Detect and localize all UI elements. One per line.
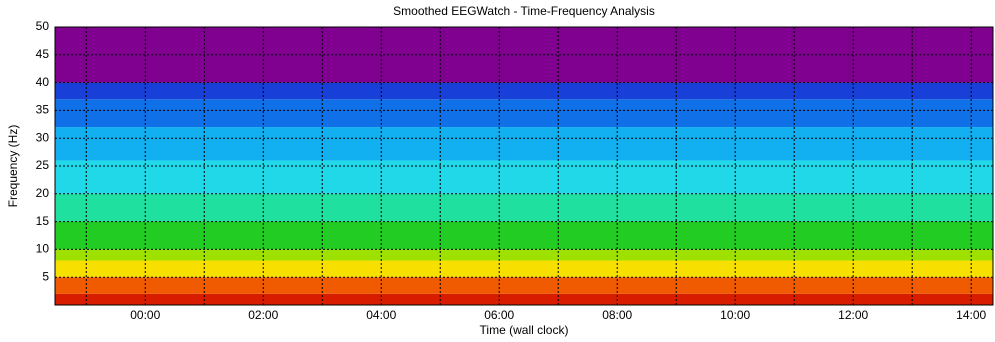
x-tick-label: 00:00 bbox=[130, 308, 160, 322]
frequency-band bbox=[55, 99, 993, 128]
frequency-band bbox=[55, 193, 993, 222]
y-axis-label: Frequency (Hz) bbox=[6, 125, 20, 208]
x-tick-label: 02:00 bbox=[248, 308, 278, 322]
frequency-band bbox=[55, 127, 993, 161]
x-tick-label: 12:00 bbox=[838, 308, 868, 322]
y-tick-label: 25 bbox=[36, 158, 50, 172]
x-tick-label: 10:00 bbox=[720, 308, 750, 322]
y-tick-label: 40 bbox=[36, 75, 50, 89]
y-tick-label: 35 bbox=[36, 103, 50, 117]
frequency-band bbox=[55, 160, 993, 194]
frequency-band bbox=[55, 82, 993, 100]
y-tick-label: 5 bbox=[42, 269, 49, 283]
frequency-band bbox=[55, 221, 993, 250]
x-tick-label: 08:00 bbox=[602, 308, 632, 322]
y-tick-label: 50 bbox=[36, 19, 50, 33]
plot-frame bbox=[54, 26, 994, 306]
y-tick-label: 45 bbox=[36, 47, 50, 61]
y-tick-label: 30 bbox=[36, 130, 50, 144]
frequency-band bbox=[55, 260, 993, 278]
x-tick-label: 06:00 bbox=[484, 308, 514, 322]
y-tick-label: 15 bbox=[36, 214, 50, 228]
x-axis-label: Time (wall clock) bbox=[480, 323, 569, 337]
x-tick-label: 04:00 bbox=[366, 308, 396, 322]
y-tick-label: 20 bbox=[36, 186, 50, 200]
frequency-band bbox=[55, 293, 993, 305]
frequency-band bbox=[55, 277, 993, 294]
chart-title: Smoothed EEGWatch - Time-Frequency Analy… bbox=[393, 4, 655, 18]
x-tick-label: 14:00 bbox=[956, 308, 986, 322]
frequency-band bbox=[55, 249, 993, 261]
y-tick-label: 10 bbox=[36, 242, 50, 256]
